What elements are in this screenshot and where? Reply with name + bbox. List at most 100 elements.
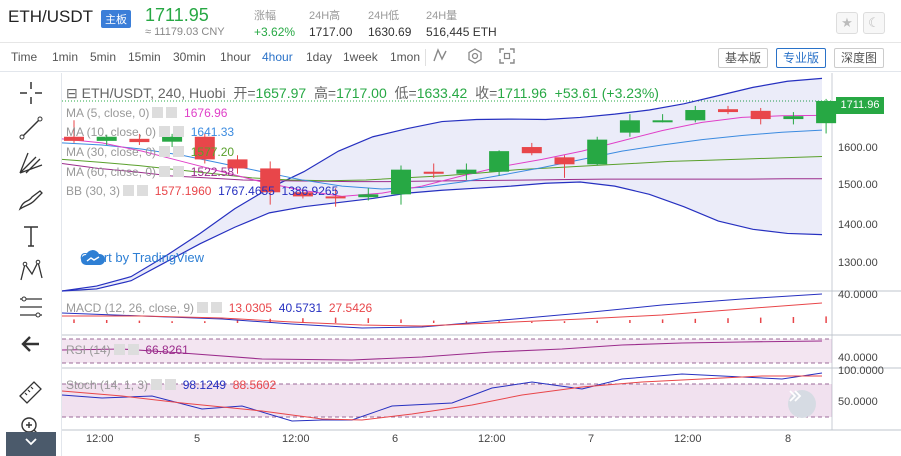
rsi-value: 66.8261	[145, 343, 189, 357]
fullscreen-icon[interactable]	[497, 48, 517, 68]
stat-volume-value: 516,445 ETH	[426, 25, 497, 39]
tradingview-watermark[interactable]: Chart by TradingView	[80, 250, 205, 265]
text-tool[interactable]	[14, 221, 48, 251]
settings-icon[interactable]	[465, 48, 485, 68]
chart-toolbar: Time 1min 5min 15min 30min 1hour 4hour 1…	[0, 44, 901, 72]
candle	[292, 192, 313, 197]
study-ma10[interactable]: MA (10, close, 0) 1641.33	[66, 125, 235, 139]
study-ma30[interactable]: MA (30, close, 0) 1577.20	[66, 145, 235, 159]
text-icon	[24, 226, 38, 247]
hide-toolbar-tool[interactable]	[14, 329, 48, 359]
crosshair-icon	[20, 82, 42, 104]
timeframe-15min[interactable]: 15min	[128, 50, 161, 64]
stoch-tick: 50.0000	[838, 396, 878, 408]
timeframe-30min[interactable]: 30min	[173, 50, 206, 64]
view-pro-button[interactable]: 专业版	[776, 48, 827, 68]
price-tick: 1300.00	[838, 257, 878, 269]
arrow-left-icon	[21, 336, 39, 352]
chart-canvas[interactable]	[62, 73, 901, 456]
candle	[750, 110, 771, 120]
timeframe-1min[interactable]: 1min	[52, 50, 79, 64]
view-basic-button[interactable]: 基本版	[718, 48, 769, 68]
price-tick: 1400.00	[838, 219, 878, 231]
ohlc-legend: ⊟ ETH/USDT, 240, Huobi 开=1657.97 高=1717.…	[66, 85, 659, 101]
stat-low-value: 1630.69	[368, 25, 412, 39]
ma10-line	[62, 129, 823, 190]
candle	[358, 194, 379, 198]
macd-value-3: 27.5426	[328, 301, 373, 315]
ruler-icon	[19, 381, 42, 404]
timeframe-5min[interactable]: 5min	[90, 50, 117, 64]
chevron-down-icon	[25, 438, 37, 446]
collapse-panel-button[interactable]	[6, 432, 56, 456]
pattern-tool[interactable]	[14, 256, 48, 286]
time-tick: 12:00	[674, 433, 702, 445]
candle	[456, 169, 477, 174]
brush-tool[interactable]	[14, 185, 48, 215]
timeframe-1mon[interactable]: 1mon	[390, 50, 421, 64]
time-tick: 12:00	[478, 433, 506, 445]
bb-lower-line	[62, 181, 823, 292]
view-depth-button[interactable]: 深度图	[834, 48, 885, 68]
fib-tool[interactable]	[14, 292, 48, 322]
brush-icon	[18, 190, 43, 211]
stat-high-value: 1717.00	[309, 25, 353, 39]
timeframe-1day[interactable]: 1day	[306, 50, 333, 64]
macd-value-2: 40.5731	[278, 301, 323, 315]
timeframe-4hour[interactable]: 4hour	[262, 50, 293, 64]
time-tick: 6	[392, 433, 399, 445]
timeframe-1hour[interactable]: 1hour	[220, 50, 251, 64]
stat-change-value: +3.62%	[254, 25, 296, 39]
stat-volume-label: 24H量	[426, 10, 458, 22]
chart-area[interactable]: ⊟ ETH/USDT, 240, Huobi 开=1657.97 高=1717.…	[62, 73, 901, 456]
pitchfork-tool[interactable]	[14, 149, 48, 179]
macd-line	[62, 293, 823, 329]
study-stoch[interactable]: Stoch (14, 1, 3) 98.1249 88.5602	[66, 378, 277, 392]
indicator-icon[interactable]	[431, 48, 451, 68]
price-tick: 1600.00	[838, 142, 878, 154]
night-mode-icon[interactable]: ☾	[863, 12, 885, 34]
bb-basis-value: 1577.1960	[154, 184, 212, 198]
high-value: 1717.00	[336, 85, 387, 101]
time-tick: 12:00	[86, 433, 114, 445]
collapse-legend-icon[interactable]: ⊟	[66, 85, 78, 101]
candle	[227, 159, 248, 169]
low-value: 1633.42	[416, 85, 468, 101]
candle	[718, 109, 738, 113]
main-pane	[62, 73, 832, 291]
cloud-icon	[81, 250, 106, 265]
market-header: ETH/USDT 主板 1711.95 ≈ 11179.03 CNY 涨幅 +3…	[0, 0, 901, 43]
stoch-d-line	[62, 375, 822, 421]
candle	[521, 147, 542, 154]
study-bb[interactable]: BB (30, 3) 1577.1960 1767.4655 1386.9265	[66, 184, 339, 198]
study-macd[interactable]: MACD (12, 26, close, 9) 13.0305 40.5731 …	[66, 301, 373, 315]
ma10-value: 1641.33	[190, 125, 235, 139]
rsi-line	[62, 340, 823, 361]
scroll-to-latest-button[interactable]	[788, 390, 816, 418]
candle	[162, 136, 183, 142]
study-rsi[interactable]: RSI (14) 66.8261	[66, 343, 189, 357]
trendline-tool[interactable]	[14, 113, 48, 143]
pair-name[interactable]: ETH/USDT	[8, 7, 93, 26]
candle	[783, 116, 804, 120]
toolbar-divider	[425, 49, 426, 66]
ma5-line	[62, 114, 823, 197]
candle	[652, 120, 673, 123]
study-ma60[interactable]: MA (60, close, 0) 1522.58	[66, 165, 235, 179]
crosshair-tool[interactable]	[14, 78, 48, 108]
study-ma5[interactable]: MA (5, close, 0) 1676.96	[66, 106, 228, 120]
ruler-tool[interactable]	[14, 376, 48, 406]
close-value: 1711.96	[497, 85, 547, 101]
time-tick: 5	[194, 433, 201, 445]
ma30-value: 1577.20	[190, 145, 235, 159]
price-tick: 1500.00	[838, 179, 878, 191]
macd-signal-line	[62, 302, 823, 327]
last-price: 1711.95	[145, 5, 209, 25]
candle	[260, 168, 281, 193]
timeframe-1week[interactable]: 1week	[343, 50, 378, 64]
trendline-icon	[19, 116, 43, 140]
favorite-star-icon[interactable]: ★	[836, 12, 858, 34]
timeframe-time[interactable]: Time	[11, 50, 38, 64]
stoch-d-value: 88.5602	[232, 378, 277, 392]
candle	[685, 110, 706, 121]
